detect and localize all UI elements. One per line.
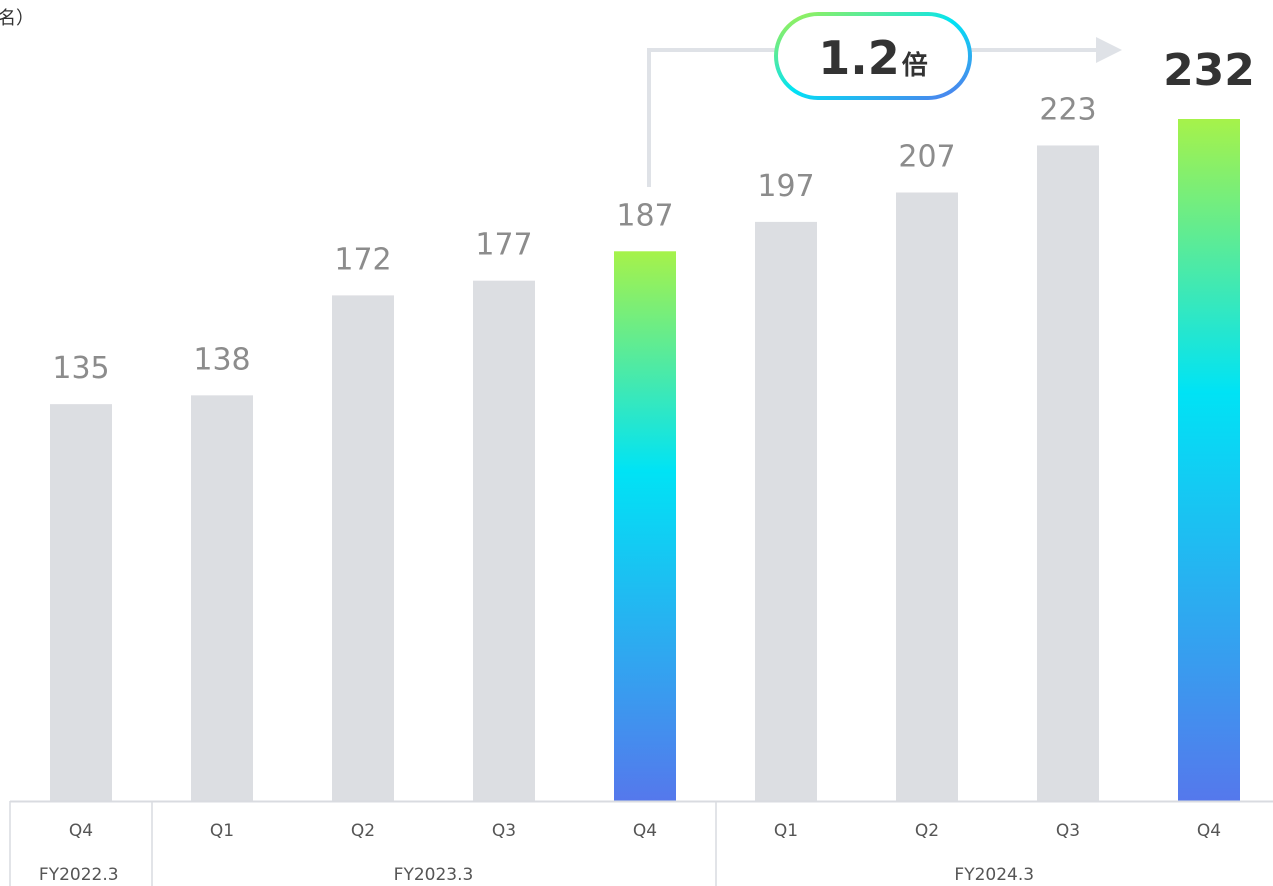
value-label: 197 [757, 169, 814, 204]
value-label: 187 [616, 198, 673, 233]
bar [50, 404, 112, 801]
group-label: FY2022.3 [39, 865, 119, 885]
bar [473, 280, 535, 801]
value-label: 232 [1163, 45, 1255, 96]
value-label: 172 [334, 242, 391, 277]
growth-multiplier-value: 1.2 [818, 31, 900, 85]
value-label: 177 [475, 228, 532, 263]
category-tick-label: Q3 [1056, 821, 1080, 841]
bar [896, 192, 958, 801]
bar-highlighted [614, 251, 676, 801]
value-label: 135 [52, 351, 109, 386]
category-tick-label: Q1 [210, 821, 234, 841]
value-label: 223 [1039, 92, 1096, 127]
category-axis: Q4 Q1 Q2 Q3 Q4 Q1 Q2 Q3 Q4 FY2022.3 FY2023.3 FY2024… [9, 800, 1273, 886]
growth-multiplier: 1.2倍 [818, 31, 928, 85]
value-label: 207 [898, 139, 955, 174]
bar [755, 221, 817, 801]
bar [1037, 145, 1099, 801]
category-tick-label: Q3 [492, 821, 516, 841]
growth-multiplier-suffix: 倍 [902, 50, 928, 81]
group-label: FY2024.3 [954, 865, 1034, 885]
category-tick-label: Q2 [351, 821, 375, 841]
category-tick-label: Q1 [774, 821, 798, 841]
growth-arrow-head [1096, 37, 1122, 63]
growth-pill [774, 12, 972, 100]
bars [50, 119, 1240, 801]
category-tick-label: Q2 [915, 821, 939, 841]
unit-label: 名） [0, 8, 34, 29]
value-labels: 135 138 172 177 187 197 207 223 232 [52, 45, 1255, 386]
value-label: 138 [193, 342, 250, 377]
category-tick-label: Q4 [1197, 821, 1221, 841]
group-label: FY2023.3 [394, 865, 474, 885]
category-tick-label: Q4 [69, 821, 93, 841]
bar [332, 295, 394, 801]
bar [191, 395, 253, 801]
category-tick-label: Q4 [633, 821, 657, 841]
bar-highlighted [1178, 119, 1240, 801]
growth-arrow: 1.2倍 [647, 12, 1122, 187]
